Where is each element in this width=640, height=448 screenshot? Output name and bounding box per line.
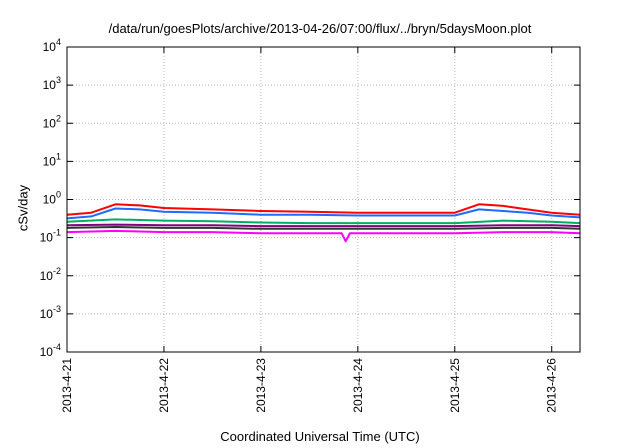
x-tick-label: 2013-4-22 [157,358,171,413]
y-tick-label: 100 [43,190,61,207]
y-tick-label: 10-4 [40,342,61,359]
series-line-5 [66,226,581,230]
y-tick-label: 103 [43,75,61,92]
tick-labels: 10-4 10-3 10-2 10-1 100 101 102 103 104 2013-4-21… [40,37,559,413]
x-tick-label: 2013-4-23 [254,358,268,413]
y-tick-label: 104 [43,37,61,54]
y-tick-label: 10-2 [40,266,61,283]
y-tick-label: 10-1 [40,228,61,245]
series-line-6 [66,229,581,243]
x-tick-label: 2013-4-26 [545,358,559,413]
x-tick-label: 2013-4-25 [448,358,462,413]
axis-ticks [66,46,580,353]
series-line-3 [66,218,581,225]
series-group [66,203,581,243]
y-axis-label: cSv/day [15,184,31,232]
plot-frame [66,46,581,353]
y-tick-label: 101 [43,151,61,168]
series-line-1 [66,203,581,216]
y-tick-label: 10-3 [40,304,61,321]
chart-title: /data/run/goesPlots/archive/2013-04-26/0… [108,21,532,36]
x-tick-label: 2013-4-24 [351,358,365,413]
x-axis-label: Coordinated Universal Time (UTC) [220,429,420,444]
y-tick-label: 102 [43,113,61,130]
series-line-2 [66,207,581,220]
series-line-4 [66,223,581,228]
x-tick-label: 2013-4-21 [60,358,74,413]
gridlines [66,46,580,353]
